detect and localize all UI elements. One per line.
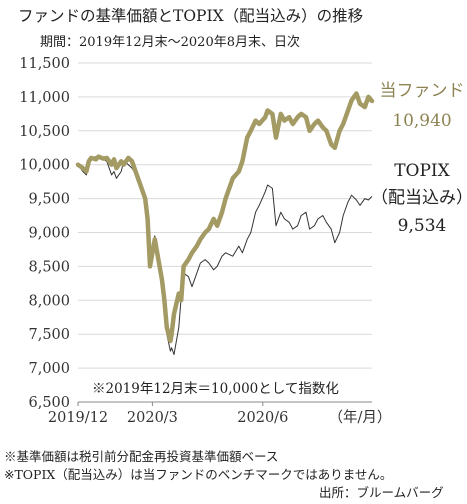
series-line-topix [77, 156, 373, 355]
x-tick-label: 2020/6 [237, 410, 288, 426]
y-tick-label: 11,500 [19, 56, 70, 72]
y-tick-label: 9,500 [28, 192, 70, 208]
series-lines [75, 91, 375, 355]
x-tick-label: 2020/3 [127, 410, 178, 426]
y-tick-label: 11,000 [19, 90, 70, 106]
y-tick-label: 10,500 [19, 124, 70, 140]
x-axis: 2019/12 2020/3 2020/6 [48, 402, 288, 426]
y-axis: 11,500 11,000 10,500 10,000 9,500 9,000 8,500 8… [19, 56, 70, 411]
series-end-value-fund: 10,940 [392, 111, 451, 131]
chart-title: ファンドの基準価額とTOPIX（配当込み）の推移 [18, 7, 364, 25]
x-tick-label: 2019/12 [48, 410, 108, 426]
y-tick-label: 8,000 [28, 293, 70, 309]
y-tick-label: 10,000 [19, 158, 70, 174]
series-labels: 当ファンド 10,940 TOPIX （配当込み） 9,534 [371, 81, 467, 236]
y-tick-label: 7,000 [28, 361, 70, 377]
y-tick-label: 6,500 [28, 395, 70, 411]
index-note: ※2019年12月末＝10,000として指数化 [92, 381, 339, 397]
y-tick-label: 9,000 [28, 226, 70, 242]
series-label-topix-line1: TOPIX [394, 161, 450, 181]
x-axis-unit-label: （年/月） [329, 409, 392, 426]
series-end-value-topix: 9,534 [398, 216, 447, 236]
footnote-2: ※TOPIX（配当込み）は当ファンドのベンチマークではありません。 [4, 467, 393, 482]
y-tick-label: 7,500 [28, 327, 70, 343]
series-label-topix-line2: （配当込み） [371, 188, 467, 208]
gridlines [78, 62, 372, 369]
source-note: 出所：ブルームバーグ [319, 485, 444, 500]
chart-subtitle: 期間：2019年12月末～2020年8月末、日次 [40, 35, 300, 50]
footnote-1: ※基準価額は税引前分配金再投資基準価額ベース [4, 449, 279, 464]
series-label-fund: 当ファンド [380, 81, 465, 101]
line-chart: 11,500 11,000 10,500 10,000 9,500 9,000 8,500 8… [19, 56, 467, 426]
y-tick-label: 8,500 [28, 259, 70, 275]
series-line-fund [75, 91, 375, 344]
